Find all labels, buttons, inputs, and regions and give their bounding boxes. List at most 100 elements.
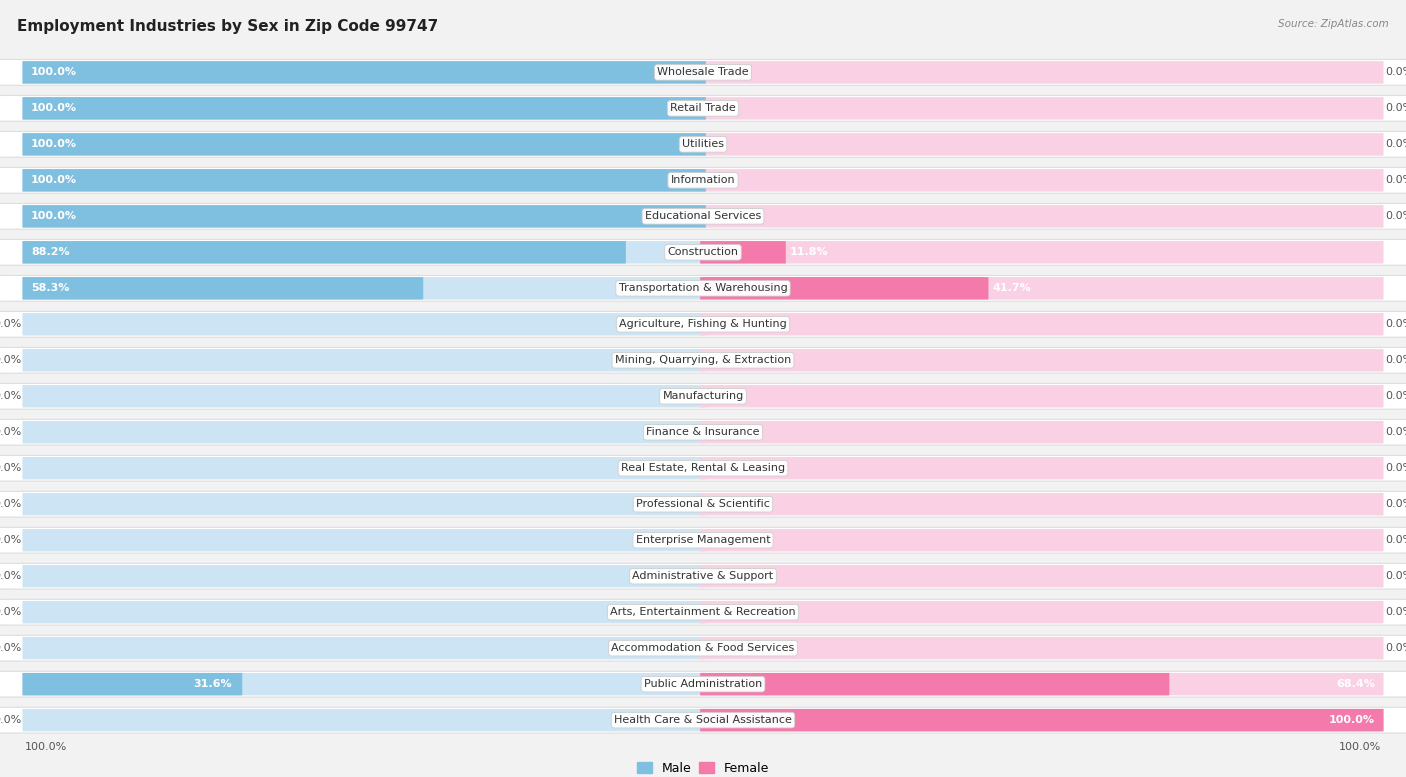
- FancyBboxPatch shape: [0, 636, 1406, 661]
- Text: 0.0%: 0.0%: [0, 643, 21, 653]
- FancyBboxPatch shape: [22, 601, 706, 623]
- Text: 0.0%: 0.0%: [1385, 176, 1406, 186]
- FancyBboxPatch shape: [22, 61, 706, 84]
- FancyBboxPatch shape: [700, 601, 1384, 623]
- Text: 0.0%: 0.0%: [1385, 319, 1406, 329]
- Text: 0.0%: 0.0%: [1385, 643, 1406, 653]
- Text: Utilities: Utilities: [682, 139, 724, 149]
- Text: 0.0%: 0.0%: [1385, 392, 1406, 401]
- Text: Transportation & Warehousing: Transportation & Warehousing: [619, 284, 787, 293]
- FancyBboxPatch shape: [22, 673, 706, 695]
- FancyBboxPatch shape: [22, 97, 706, 120]
- FancyBboxPatch shape: [0, 383, 1406, 409]
- FancyBboxPatch shape: [0, 347, 1406, 373]
- Text: Information: Information: [671, 176, 735, 186]
- FancyBboxPatch shape: [700, 637, 1384, 660]
- FancyBboxPatch shape: [22, 277, 706, 300]
- FancyBboxPatch shape: [0, 204, 1406, 229]
- FancyBboxPatch shape: [22, 457, 706, 479]
- Text: 0.0%: 0.0%: [0, 571, 21, 581]
- Text: 100.0%: 100.0%: [31, 139, 77, 149]
- Text: 100.0%: 100.0%: [31, 176, 77, 186]
- Text: Public Administration: Public Administration: [644, 679, 762, 689]
- Text: Mining, Quarrying, & Extraction: Mining, Quarrying, & Extraction: [614, 355, 792, 365]
- Text: Construction: Construction: [668, 247, 738, 257]
- Text: 0.0%: 0.0%: [0, 392, 21, 401]
- Text: Real Estate, Rental & Leasing: Real Estate, Rental & Leasing: [621, 463, 785, 473]
- FancyBboxPatch shape: [22, 97, 706, 120]
- FancyBboxPatch shape: [22, 277, 423, 300]
- FancyBboxPatch shape: [700, 565, 1384, 587]
- FancyBboxPatch shape: [700, 169, 1384, 192]
- Text: Health Care & Social Assistance: Health Care & Social Assistance: [614, 715, 792, 725]
- Text: Retail Trade: Retail Trade: [671, 103, 735, 113]
- FancyBboxPatch shape: [22, 133, 706, 155]
- FancyBboxPatch shape: [22, 637, 706, 660]
- FancyBboxPatch shape: [22, 133, 706, 155]
- Text: 100.0%: 100.0%: [25, 743, 67, 752]
- FancyBboxPatch shape: [700, 385, 1384, 407]
- FancyBboxPatch shape: [0, 275, 1406, 301]
- FancyBboxPatch shape: [0, 168, 1406, 193]
- FancyBboxPatch shape: [0, 131, 1406, 157]
- Text: 100.0%: 100.0%: [1329, 715, 1375, 725]
- Text: 0.0%: 0.0%: [1385, 427, 1406, 437]
- FancyBboxPatch shape: [22, 241, 626, 263]
- FancyBboxPatch shape: [22, 61, 706, 84]
- FancyBboxPatch shape: [0, 563, 1406, 589]
- Text: Administrative & Support: Administrative & Support: [633, 571, 773, 581]
- Text: Wholesale Trade: Wholesale Trade: [657, 68, 749, 78]
- Text: Professional & Scientific: Professional & Scientific: [636, 500, 770, 509]
- FancyBboxPatch shape: [0, 491, 1406, 517]
- FancyBboxPatch shape: [0, 599, 1406, 625]
- Text: Employment Industries by Sex in Zip Code 99747: Employment Industries by Sex in Zip Code…: [17, 19, 439, 34]
- Text: 0.0%: 0.0%: [0, 715, 21, 725]
- FancyBboxPatch shape: [700, 421, 1384, 444]
- FancyBboxPatch shape: [22, 673, 242, 695]
- Text: Educational Services: Educational Services: [645, 211, 761, 221]
- FancyBboxPatch shape: [700, 133, 1384, 155]
- FancyBboxPatch shape: [700, 493, 1384, 515]
- FancyBboxPatch shape: [700, 277, 1384, 300]
- FancyBboxPatch shape: [0, 312, 1406, 337]
- FancyBboxPatch shape: [22, 421, 706, 444]
- FancyBboxPatch shape: [700, 205, 1384, 228]
- Text: 0.0%: 0.0%: [1385, 571, 1406, 581]
- Text: 0.0%: 0.0%: [1385, 211, 1406, 221]
- FancyBboxPatch shape: [700, 97, 1384, 120]
- Text: 11.8%: 11.8%: [790, 247, 828, 257]
- Legend: Male, Female: Male, Female: [631, 757, 775, 777]
- Text: 0.0%: 0.0%: [1385, 139, 1406, 149]
- FancyBboxPatch shape: [22, 241, 706, 263]
- FancyBboxPatch shape: [0, 96, 1406, 121]
- Text: Accommodation & Food Services: Accommodation & Food Services: [612, 643, 794, 653]
- Text: 0.0%: 0.0%: [1385, 103, 1406, 113]
- FancyBboxPatch shape: [700, 709, 1384, 731]
- FancyBboxPatch shape: [0, 455, 1406, 481]
- Text: 0.0%: 0.0%: [0, 427, 21, 437]
- FancyBboxPatch shape: [700, 241, 786, 263]
- Text: 0.0%: 0.0%: [1385, 355, 1406, 365]
- Text: 100.0%: 100.0%: [31, 68, 77, 78]
- Text: 0.0%: 0.0%: [0, 607, 21, 617]
- FancyBboxPatch shape: [22, 205, 706, 228]
- Text: 0.0%: 0.0%: [1385, 535, 1406, 545]
- FancyBboxPatch shape: [0, 60, 1406, 85]
- FancyBboxPatch shape: [0, 528, 1406, 553]
- Text: 31.6%: 31.6%: [194, 679, 232, 689]
- FancyBboxPatch shape: [700, 349, 1384, 371]
- Text: 0.0%: 0.0%: [1385, 68, 1406, 78]
- FancyBboxPatch shape: [22, 349, 706, 371]
- FancyBboxPatch shape: [0, 239, 1406, 265]
- Text: 68.4%: 68.4%: [1336, 679, 1375, 689]
- Text: 0.0%: 0.0%: [1385, 463, 1406, 473]
- FancyBboxPatch shape: [700, 709, 1384, 731]
- FancyBboxPatch shape: [22, 709, 706, 731]
- FancyBboxPatch shape: [700, 277, 988, 300]
- Text: 0.0%: 0.0%: [1385, 500, 1406, 509]
- Text: Agriculture, Fishing & Hunting: Agriculture, Fishing & Hunting: [619, 319, 787, 329]
- FancyBboxPatch shape: [0, 420, 1406, 445]
- FancyBboxPatch shape: [22, 493, 706, 515]
- Text: Finance & Insurance: Finance & Insurance: [647, 427, 759, 437]
- FancyBboxPatch shape: [700, 529, 1384, 552]
